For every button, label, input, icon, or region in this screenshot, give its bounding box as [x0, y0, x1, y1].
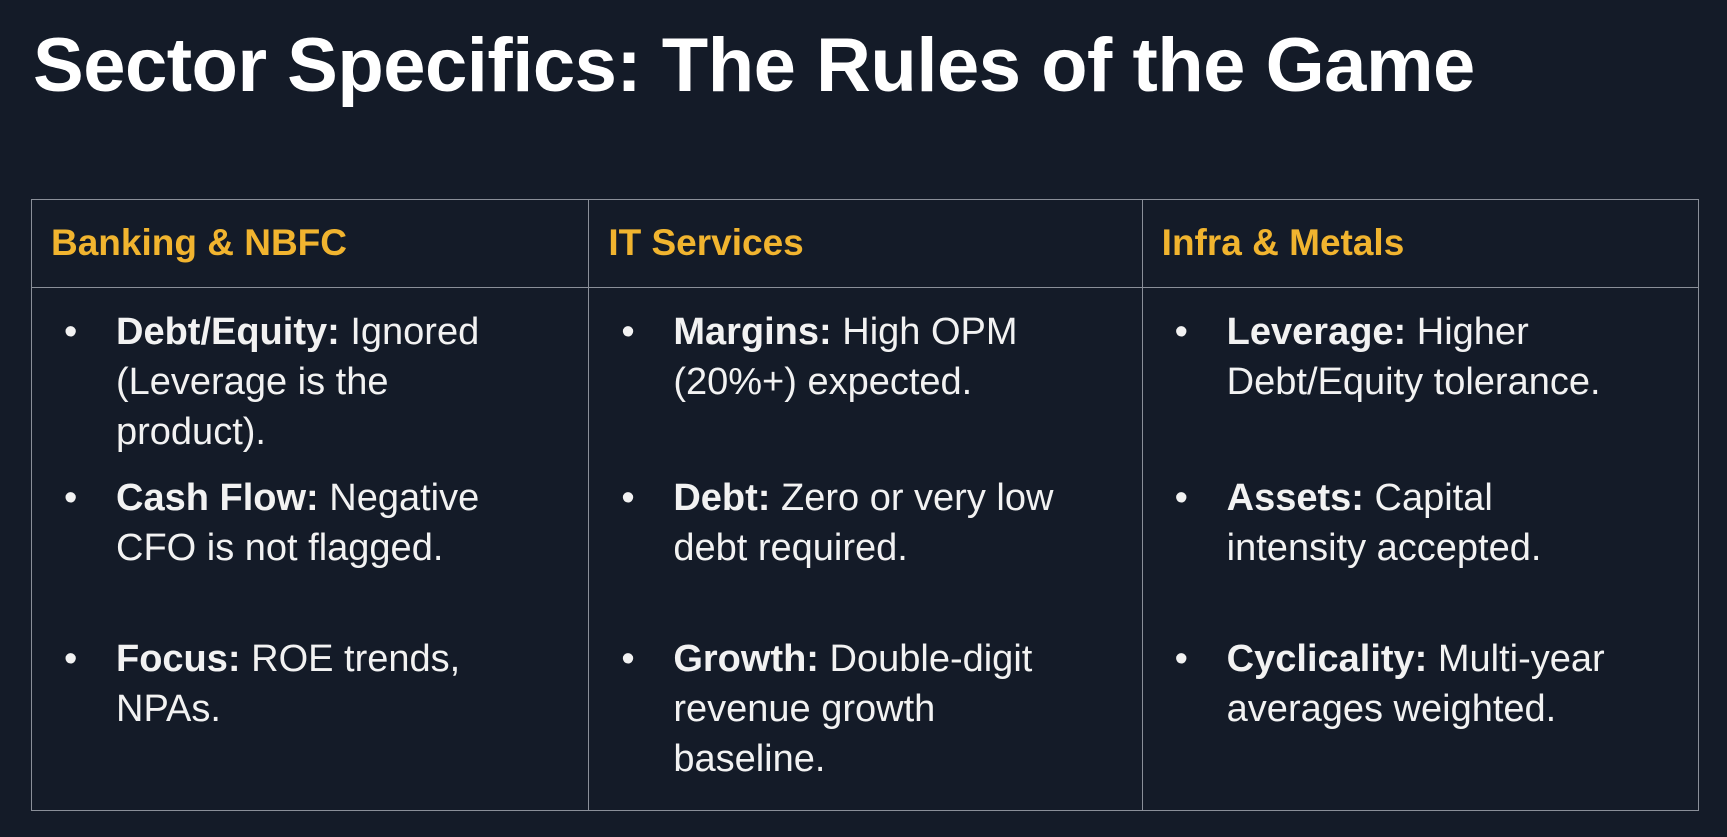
slide-title: Sector Specifics: The Rules of the Game [33, 23, 1475, 108]
sector-table: Banking & NBFC Debt/Equity: Ignored (Leve… [31, 199, 1699, 811]
table-column: Banking & NBFC Debt/Equity: Ignored (Leve… [32, 200, 589, 810]
bullet-item: Debt/Equity: Ignored (Leverage is the pr… [64, 307, 504, 457]
item-label: Assets: [1226, 477, 1364, 519]
item-label: Growth: [673, 638, 819, 680]
bullet-item: Growth: Double-digit revenue growth base… [621, 634, 1061, 784]
item-text: Ignored (Leverage is the product). [116, 311, 480, 453]
bullet-item: Margins: High OPM (20%+) expected. [621, 307, 1061, 407]
item-label: Focus: [116, 638, 241, 680]
item-text: Multi-year averages weighted. [1226, 638, 1605, 730]
item-label: Cash Flow: [116, 477, 319, 519]
item-label: Debt/Equity: [116, 311, 340, 353]
item-text: Negative CFO is not flagged. [116, 477, 480, 569]
bullet-item: Focus: ROE trends, NPAs. [64, 634, 504, 734]
item-label: Margins: [673, 311, 832, 353]
column-header: Infra & Metals [1142, 200, 1698, 288]
item-text: High OPM (20%+) expected. [673, 311, 1018, 403]
item-label: Cyclicality: [1226, 638, 1428, 680]
item-label: Debt: [673, 477, 771, 519]
item-text: Zero or very low debt required. [673, 477, 1054, 569]
bullet-item: Cash Flow: Negative CFO is not flagged. [64, 473, 504, 573]
bullet-item: Leverage: Higher Debt/Equity tolerance. [1175, 307, 1615, 407]
item-text: Higher Debt/Equity tolerance. [1226, 311, 1601, 403]
bullet-item: Cyclicality: Multi-year averages weighte… [1175, 634, 1615, 734]
table-column: Infra & Metals Leverage: Higher Debt/Equi… [1141, 200, 1698, 810]
item-text: ROE trends, NPAs. [116, 638, 461, 730]
bullet-item: Debt: Zero or very low debt required. [621, 473, 1061, 573]
table-column: IT Services Margins: High OPM (20%+) expe… [588, 200, 1142, 810]
item-text: Capital intensity accepted. [1226, 477, 1542, 569]
bullet-item: Assets: Capital intensity accepted. [1175, 473, 1615, 573]
item-text: Double-digit revenue growth baseline. [673, 638, 1033, 780]
item-label: Leverage: [1226, 311, 1407, 353]
column-header: Banking & NBFC [32, 200, 589, 288]
column-header: IT Services [589, 200, 1142, 288]
